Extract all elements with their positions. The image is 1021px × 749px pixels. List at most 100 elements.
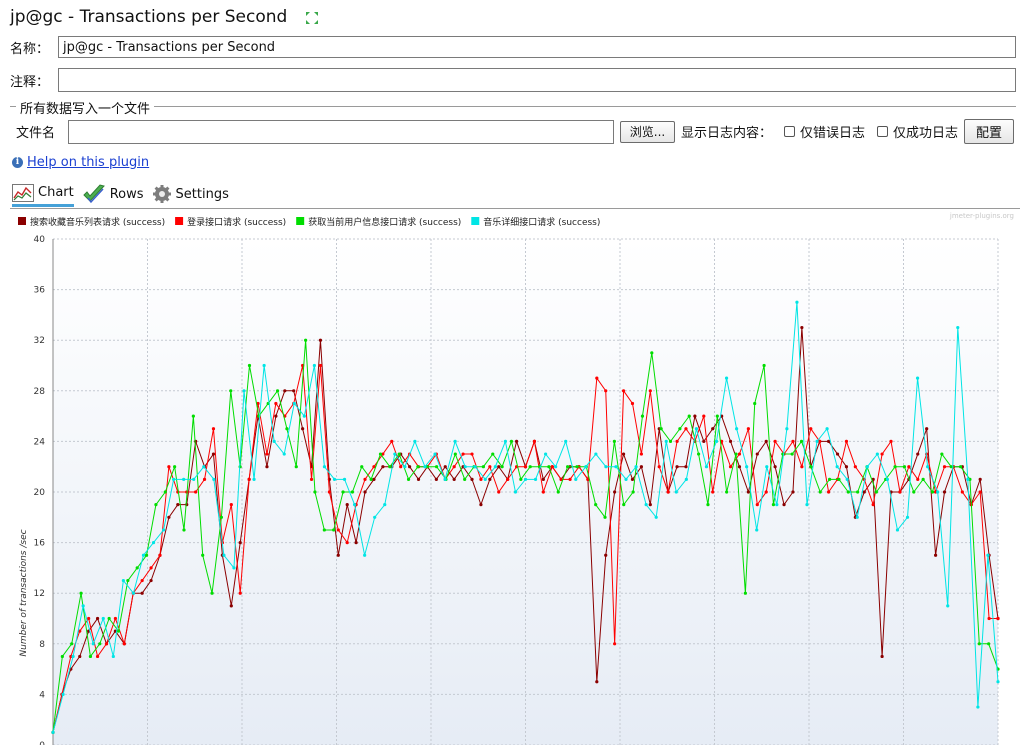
help-link[interactable]: Help on this plugin (27, 155, 150, 170)
name-input[interactable]: jp@gc - Transactions per Second (58, 36, 1016, 58)
data-point (745, 465, 749, 469)
data-point (594, 503, 598, 507)
data-point (575, 465, 579, 469)
data-point (443, 465, 447, 469)
data-point (702, 439, 706, 443)
file-group: 所有数据写入一个文件 (10, 98, 1016, 117)
filename-input[interactable] (68, 119, 614, 144)
data-point (547, 465, 551, 469)
data-point (381, 465, 385, 469)
data-point (192, 477, 196, 481)
data-point (907, 465, 911, 469)
data-point (715, 414, 719, 418)
data-point (862, 490, 866, 494)
data-point (791, 439, 795, 443)
data-point (126, 578, 130, 583)
data-point (657, 465, 661, 469)
data-point (167, 465, 171, 469)
data-point (397, 452, 401, 456)
tab-settings[interactable]: Settings (152, 181, 229, 207)
data-point (408, 465, 412, 469)
tab-rows[interactable]: Rows (82, 181, 144, 207)
data-point (855, 515, 859, 519)
success-only-checkbox[interactable] (877, 126, 889, 137)
data-point (835, 452, 840, 456)
tab-rows-label: Rows (109, 186, 144, 202)
y-tick-label: 24 (34, 437, 46, 447)
tab-chart[interactable]: Chart (12, 181, 74, 207)
data-point (844, 439, 849, 443)
data-point (399, 465, 403, 469)
data-point (202, 477, 207, 481)
data-point (755, 503, 759, 507)
data-point (846, 490, 850, 494)
data-point (302, 414, 306, 418)
data-point (336, 528, 340, 532)
data-point (622, 503, 626, 507)
data-point (104, 642, 109, 646)
browse-button[interactable]: 浏览... (620, 120, 675, 143)
data-point (141, 553, 146, 557)
data-point (640, 414, 645, 418)
data-point (613, 642, 617, 646)
data-point (871, 503, 875, 507)
data-point (735, 427, 739, 431)
data-point (514, 439, 519, 443)
data-point (388, 465, 392, 469)
data-point (568, 477, 572, 481)
data-point (533, 477, 538, 481)
data-point (631, 490, 635, 494)
data-point (416, 477, 421, 481)
data-point (309, 477, 314, 481)
data-point (753, 401, 757, 406)
y-tick-label: 36 (34, 286, 46, 296)
data-point (528, 465, 532, 469)
data-point (345, 541, 349, 545)
data-point (762, 363, 766, 368)
data-point (345, 503, 349, 507)
data-point (453, 452, 457, 456)
data-point (87, 616, 91, 621)
data-point (283, 389, 287, 393)
data-point (743, 591, 747, 595)
data-point (262, 363, 266, 368)
data-point (725, 490, 729, 494)
data-point (313, 490, 317, 494)
data-point (473, 465, 477, 469)
data-point (544, 452, 548, 456)
data-point (322, 465, 327, 469)
data-point (523, 477, 528, 481)
data-point (503, 439, 507, 443)
data-point (274, 401, 278, 406)
errors-only-checkbox[interactable] (784, 126, 796, 137)
data-point (800, 325, 804, 330)
data-point (594, 452, 598, 456)
data-point (116, 629, 121, 633)
data-point (363, 477, 367, 481)
data-point (247, 363, 252, 368)
data-point (734, 452, 738, 456)
data-point (497, 465, 501, 469)
data-point (936, 490, 940, 494)
data-point (154, 503, 158, 507)
comment-input[interactable] (58, 68, 1016, 92)
data-point (818, 490, 822, 494)
data-point (885, 477, 890, 481)
data-point (639, 465, 643, 469)
data-point (265, 465, 269, 469)
data-point (612, 439, 616, 443)
data-point (746, 427, 750, 431)
data-point (791, 490, 795, 494)
data-point (902, 465, 907, 469)
data-point (318, 338, 323, 342)
legend-swatch (18, 217, 26, 225)
data-point (483, 477, 487, 481)
data-point (785, 427, 789, 431)
expand-icon[interactable] (305, 10, 319, 24)
data-point (470, 452, 474, 456)
config-button[interactable]: 配置 (964, 119, 1015, 144)
data-point (809, 465, 813, 469)
data-point (958, 465, 963, 469)
data-point (942, 490, 947, 494)
data-point (621, 452, 626, 456)
